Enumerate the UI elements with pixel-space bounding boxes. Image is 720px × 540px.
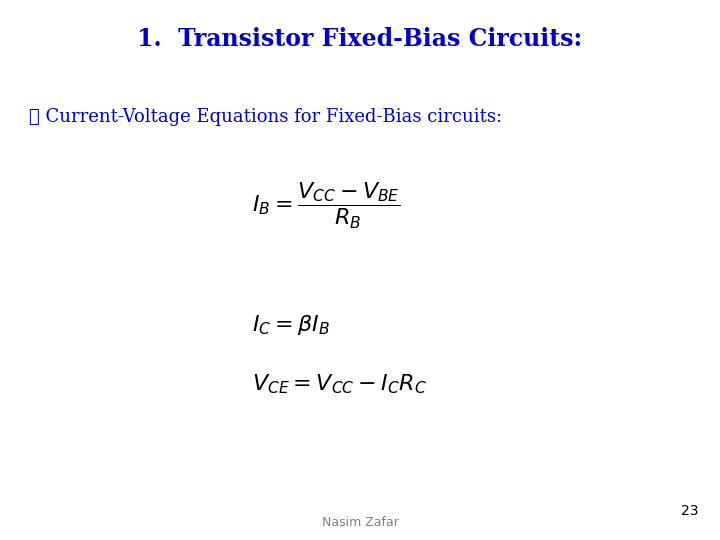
Text: 23: 23 (681, 504, 698, 518)
Text: 1.  Transistor Fixed-Bias Circuits:: 1. Transistor Fixed-Bias Circuits: (138, 27, 582, 51)
Text: $I_B = \dfrac{V_{CC} - V_{BE}}{R_B}$: $I_B = \dfrac{V_{CC} - V_{BE}}{R_B}$ (252, 181, 400, 231)
Text: $I_C = \beta I_B$: $I_C = \beta I_B$ (252, 313, 330, 337)
Text: Nasim Zafar: Nasim Zafar (322, 516, 398, 529)
Text: ❖ Current-Voltage Equations for Fixed-Bias circuits:: ❖ Current-Voltage Equations for Fixed-Bi… (29, 108, 502, 126)
Text: $V_{CE} = V_{CC} - I_C R_C$: $V_{CE} = V_{CC} - I_C R_C$ (252, 373, 427, 396)
